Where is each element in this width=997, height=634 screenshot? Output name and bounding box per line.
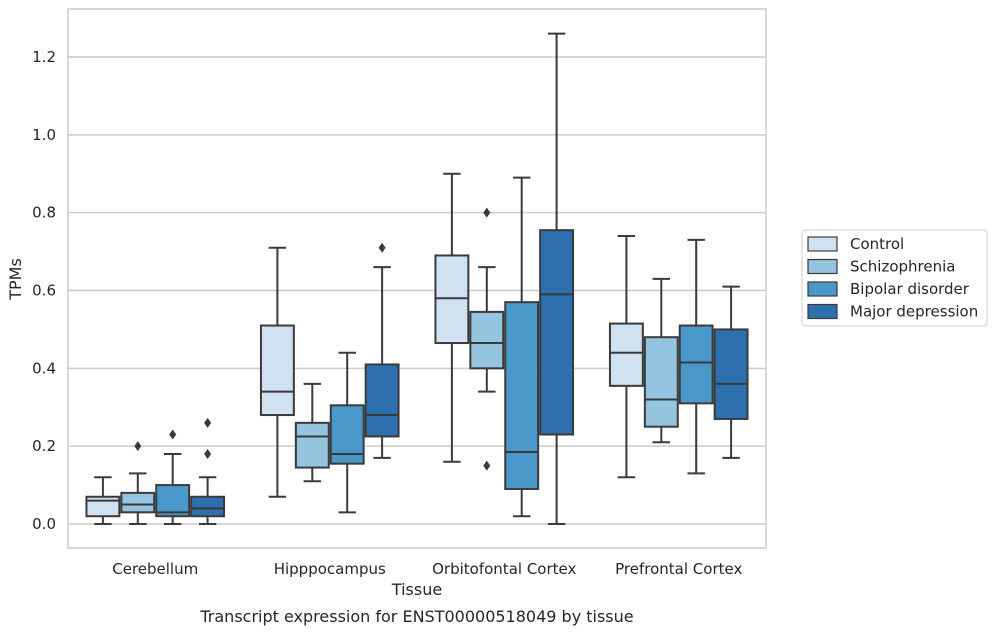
- y-axis-title: TPMs: [6, 258, 25, 301]
- y-tick-labels: 0.0 0.2 0.4 0.6 0.8 1.0 1.2: [32, 48, 56, 533]
- outlier-point: [134, 441, 142, 452]
- box-bipolar-disorder-3: [678, 238, 714, 475]
- box-schizophrenia-1: [294, 382, 330, 483]
- y-tick-label: 0.2: [32, 437, 56, 455]
- box-iqr: [190, 495, 226, 518]
- y-tick-label: 0.4: [32, 359, 56, 377]
- chart-caption: Transcript expression for ENST0000051804…: [199, 607, 633, 626]
- box-control-1: [259, 246, 295, 498]
- legend-swatch: [807, 236, 838, 252]
- box-iqr: [259, 324, 295, 417]
- box-iqr: [155, 484, 191, 518]
- box-schizophrenia-3: [643, 277, 679, 444]
- box-bipolar-disorder-2: [504, 176, 540, 518]
- legend-swatch: [807, 258, 838, 275]
- outlier-point: [378, 242, 386, 253]
- box-iqr: [678, 324, 714, 405]
- box-control-2: [434, 172, 470, 463]
- y-tick-label: 0.6: [32, 282, 56, 300]
- x-tick-labels: Cerebellum Hipppocampus Orbitofontal Corte…: [112, 560, 742, 578]
- outlier-point: [483, 460, 491, 471]
- box-iqr: [643, 336, 679, 428]
- box-major-depression-1: [364, 242, 400, 459]
- legend: Control Schizophrenia Bipolar disorder Majo…: [801, 229, 988, 327]
- legend-swatch: [807, 303, 838, 320]
- legend-swatch: [807, 281, 838, 297]
- y-tick-label: 0.0: [32, 515, 56, 533]
- box-iqr: [608, 322, 644, 387]
- x-tick-label: Prefrontal Cortex: [615, 560, 742, 578]
- legend-label: Major depression: [850, 303, 978, 321]
- legend-label: Control: [850, 235, 904, 253]
- box-iqr: [120, 491, 156, 514]
- box-iqr: [469, 310, 505, 370]
- outlier-point: [204, 448, 212, 459]
- x-tick-label: Hipppocampus: [274, 560, 386, 578]
- outlier-point: [204, 417, 212, 428]
- box-major-depression-2: [539, 32, 575, 525]
- x-tick-label: Orbitofontal Cortex: [432, 560, 576, 578]
- grid-lines: [68, 56, 766, 525]
- x-tick-label: Cerebellum: [112, 560, 198, 578]
- box-plots: [85, 32, 749, 525]
- y-tick-label: 0.8: [32, 204, 56, 222]
- legend-label: Schizophrenia: [850, 258, 955, 276]
- box-major-depression-3: [713, 285, 749, 459]
- outlier-point: [169, 429, 177, 440]
- box-iqr: [713, 328, 749, 420]
- box-schizophrenia-0: [120, 441, 156, 525]
- y-tick-label: 1.0: [32, 126, 56, 144]
- box-control-0: [85, 476, 121, 525]
- x-axis-title: Tissue: [391, 580, 442, 599]
- box-bipolar-disorder-0: [155, 429, 191, 525]
- box-iqr: [294, 421, 330, 469]
- box-schizophrenia-2: [469, 207, 505, 471]
- box-bipolar-disorder-1: [329, 351, 365, 514]
- plot-area: [67, 8, 767, 549]
- y-tick-label: 1.2: [32, 48, 56, 66]
- legend-frame: [801, 229, 988, 327]
- box-iqr: [364, 363, 400, 438]
- box-iqr: [539, 229, 575, 436]
- box-major-depression-0: [190, 417, 226, 525]
- outlier-point: [483, 207, 491, 218]
- legend-label: Bipolar disorder: [850, 280, 970, 298]
- box-iqr: [504, 301, 540, 490]
- box-control-3: [608, 235, 644, 479]
